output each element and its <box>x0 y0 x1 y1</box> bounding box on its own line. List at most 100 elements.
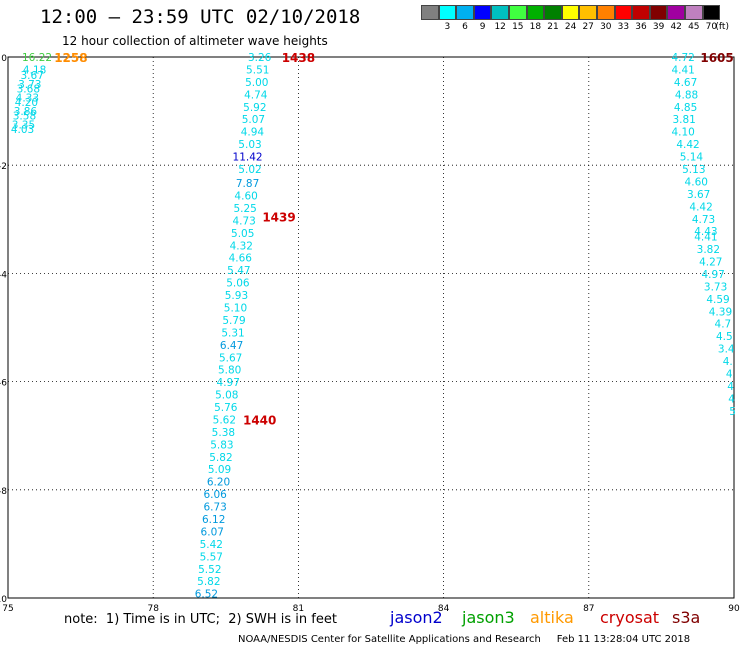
swh-value-label: 5.93 <box>225 290 248 302</box>
pass-time-label: 1258 <box>54 51 87 65</box>
swh-value-label: 4.41 <box>671 64 694 76</box>
swh-value-label: 5.82 <box>197 576 220 588</box>
swh-value-label: 4.73 <box>232 215 255 227</box>
swh-value-label: 6.12 <box>202 514 225 526</box>
pass-time-label: 1438 <box>282 51 315 65</box>
legend-label: 30 <box>600 22 612 32</box>
swh-value-label: 6.47 <box>220 340 243 352</box>
units-note: note: 1) Time is in UTC; 2) SWH is in fe… <box>64 612 337 627</box>
swh-value-label: 5.76 <box>214 402 238 414</box>
legend-label: 9 <box>479 22 486 32</box>
swh-value-label: 4.94 <box>241 127 265 139</box>
swh-value-label: 3.58 <box>13 110 36 122</box>
satellite-jason3-label: jason3 <box>462 608 515 627</box>
swh-value-label: 4.72 <box>671 52 694 64</box>
legend-swatch <box>473 5 492 20</box>
swh-value-label: 5 <box>729 406 736 418</box>
swh-value-label: 5.09 <box>208 464 231 476</box>
legend-label: 70 <box>705 22 718 32</box>
pass-time-label: 1440 <box>243 413 276 427</box>
legend-label: 12 <box>494 22 506 32</box>
swh-value-label: 4 <box>726 368 733 380</box>
swh-value-label: 5.06 <box>226 278 250 290</box>
swh-value-label: 5.03 <box>238 139 261 151</box>
swh-value-label: 4.20 <box>15 97 38 109</box>
swh-value-label: 3.82 <box>697 244 720 256</box>
swh-value-label: 5.07 <box>242 114 265 126</box>
legend-swatch <box>614 5 633 20</box>
swh-value-label: 5.05 <box>231 228 254 240</box>
swh-value-label: 5.82 <box>209 452 232 464</box>
swh-value-label: 3.67 <box>687 189 710 201</box>
swh-value-label: 4.42 <box>689 201 712 213</box>
swh-value-label: 4 <box>728 393 735 405</box>
swh-value-label: 5.67 <box>219 352 242 364</box>
swh-value-label: 4.97 <box>701 269 724 281</box>
swh-value-label: 5.13 <box>682 164 705 176</box>
swh-value-label: 4.10 <box>671 127 694 139</box>
swh-value-label: 4.73 <box>692 214 715 226</box>
latitude-tick-label: -10 <box>0 595 7 605</box>
swh-value-label: 5.47 <box>227 265 250 277</box>
legend-swatch <box>561 5 580 20</box>
swh-value-label: 6.07 <box>201 526 224 538</box>
swh-value-label: 6.52 <box>195 589 218 601</box>
swh-value-label: 4.5 <box>716 331 733 343</box>
swh-value-label: 4.60 <box>685 176 708 188</box>
legend-swatch <box>667 5 685 20</box>
legend-swatch <box>684 5 703 20</box>
swh-value-label: 4.67 <box>674 77 697 89</box>
swh-value-label: 5.42 <box>200 539 223 551</box>
legend-label: 42 <box>670 22 682 32</box>
legend-swatch <box>526 5 545 20</box>
swh-value-label: 3.26 <box>248 52 272 64</box>
pass-time-label: 1439 <box>262 211 295 225</box>
swh-value-label: 3.86 <box>14 106 38 118</box>
legend-swatch <box>544 5 562 20</box>
swh-value-label: 4.33 <box>16 93 39 105</box>
swh-value-label: 5.14 <box>680 152 704 164</box>
swh-value-label: 5.00 <box>245 77 268 89</box>
swh-value-label: 4.18 <box>23 64 46 76</box>
swh-value-label: 4.39 <box>709 306 732 318</box>
swh-value-label: 4.85 <box>674 102 697 114</box>
swh-value-label: 5.80 <box>218 365 241 377</box>
latitude-tick-label: -4 <box>0 270 7 280</box>
swh-value-label: 3.73 <box>18 79 41 91</box>
swh-value-label: 4.88 <box>675 89 698 101</box>
legend-color-boxes <box>421 5 740 20</box>
swh-value-label: 11.42 <box>233 152 263 164</box>
swh-value-label: 3.81 <box>672 114 695 126</box>
legend-labels: 3 6 9 12 15 18 21 24 27 30 33 36 39 42 45 70 (ft) <box>421 20 740 34</box>
swh-value-label: 3.67 <box>21 70 44 82</box>
swh-value-label: 5.57 <box>200 551 223 563</box>
swh-value-label: 5.02 <box>238 164 261 176</box>
legend-unit-label: (ft) <box>715 22 729 32</box>
swh-value-label: 3.4 <box>718 344 735 356</box>
footer-credit: NOAA/NESDIS Center for Satellite Applica… <box>238 634 691 645</box>
swh-value-label: 3.35 <box>12 120 35 132</box>
legend-label: 21 <box>547 22 559 32</box>
swh-value-label: 4.7 <box>715 319 732 331</box>
pass-time-label: 1605 <box>700 51 733 65</box>
legend-swatch <box>421 5 439 20</box>
longitude-tick-label: 84 <box>438 604 450 614</box>
swh-value-label: 4.97 <box>217 377 240 389</box>
swh-value-label: 5.83 <box>210 439 233 451</box>
swh-value-label: 6.73 <box>203 502 226 514</box>
legend-swatch <box>632 5 650 20</box>
swh-value-label: 3.73 <box>704 281 727 293</box>
longitude-tick-label: 81 <box>293 604 304 614</box>
swh-value-label: 5.52 <box>198 564 221 576</box>
satellite-jason2-label: jason2 <box>390 608 443 627</box>
swh-value-label: 4.41 <box>694 232 717 244</box>
swh-value-label: 4.74 <box>244 89 268 101</box>
swh-value-label: 7.87 <box>236 178 259 190</box>
longitude-tick-label: 90 <box>728 604 740 614</box>
map-subtitle: 12 hour collection of altimeter wave hei… <box>62 34 328 48</box>
legend-label: 39 <box>652 22 665 32</box>
legend-swatch <box>438 5 457 20</box>
color-scale-legend: 3 6 9 12 15 18 21 24 27 30 33 36 39 42 45 70 (ft) <box>421 5 740 34</box>
legend-label: 18 <box>529 22 542 32</box>
